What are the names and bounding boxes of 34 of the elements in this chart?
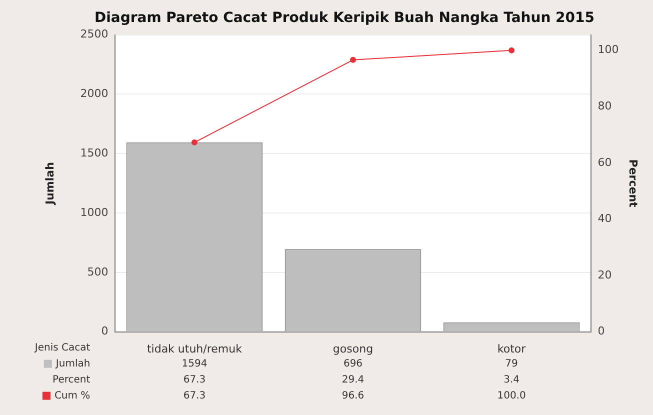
y-tick-label: 500 <box>87 265 108 278</box>
y-tick-label: 2000 <box>80 87 108 100</box>
x-tick-label: tidak utuh/remuk <box>146 342 243 356</box>
chart-title: Diagram Pareto Cacat Produk Keripik Buah Nangka Tahun 2015 <box>94 10 595 26</box>
x-tick-label: gosong <box>332 342 374 356</box>
point <box>350 56 356 63</box>
y2-tick-label: 80 <box>598 100 612 113</box>
data-label: 67.3 <box>183 390 206 402</box>
legend-label: Jumlah <box>54 358 90 370</box>
y2-tick-label: 60 <box>598 156 612 169</box>
y2-tick-label: 0 <box>598 324 605 338</box>
text: 3.4 <box>504 374 520 386</box>
x-axis-title: Jenis Cacat <box>34 342 90 354</box>
x-tick-label: kotor <box>497 342 526 356</box>
data-label: 79 <box>505 358 518 370</box>
y2-tick-label: 100 <box>598 43 619 56</box>
point <box>508 47 515 54</box>
data-label: 1594 <box>182 358 208 370</box>
y2-axis-title: Percent <box>626 159 640 208</box>
legend-label: Cum % <box>54 390 90 402</box>
data-label: 96.6 <box>342 390 364 402</box>
y-tick-label: 0 <box>101 324 108 338</box>
y-tick-label: 1500 <box>80 146 108 160</box>
text: 67.3 <box>183 374 206 386</box>
text: 29.4 <box>342 374 364 386</box>
y2-tick-label: 20 <box>598 268 612 282</box>
y2-tick-label: 40 <box>598 212 612 226</box>
y-tick-label: 2500 <box>80 28 108 41</box>
y-tick-label: 1000 <box>80 206 108 219</box>
data-label: 696 <box>343 358 363 370</box>
y-axis-title: Jumlah <box>43 162 56 206</box>
point <box>191 139 198 146</box>
text: Percent <box>52 374 90 386</box>
data-label: 100.0 <box>497 390 526 402</box>
